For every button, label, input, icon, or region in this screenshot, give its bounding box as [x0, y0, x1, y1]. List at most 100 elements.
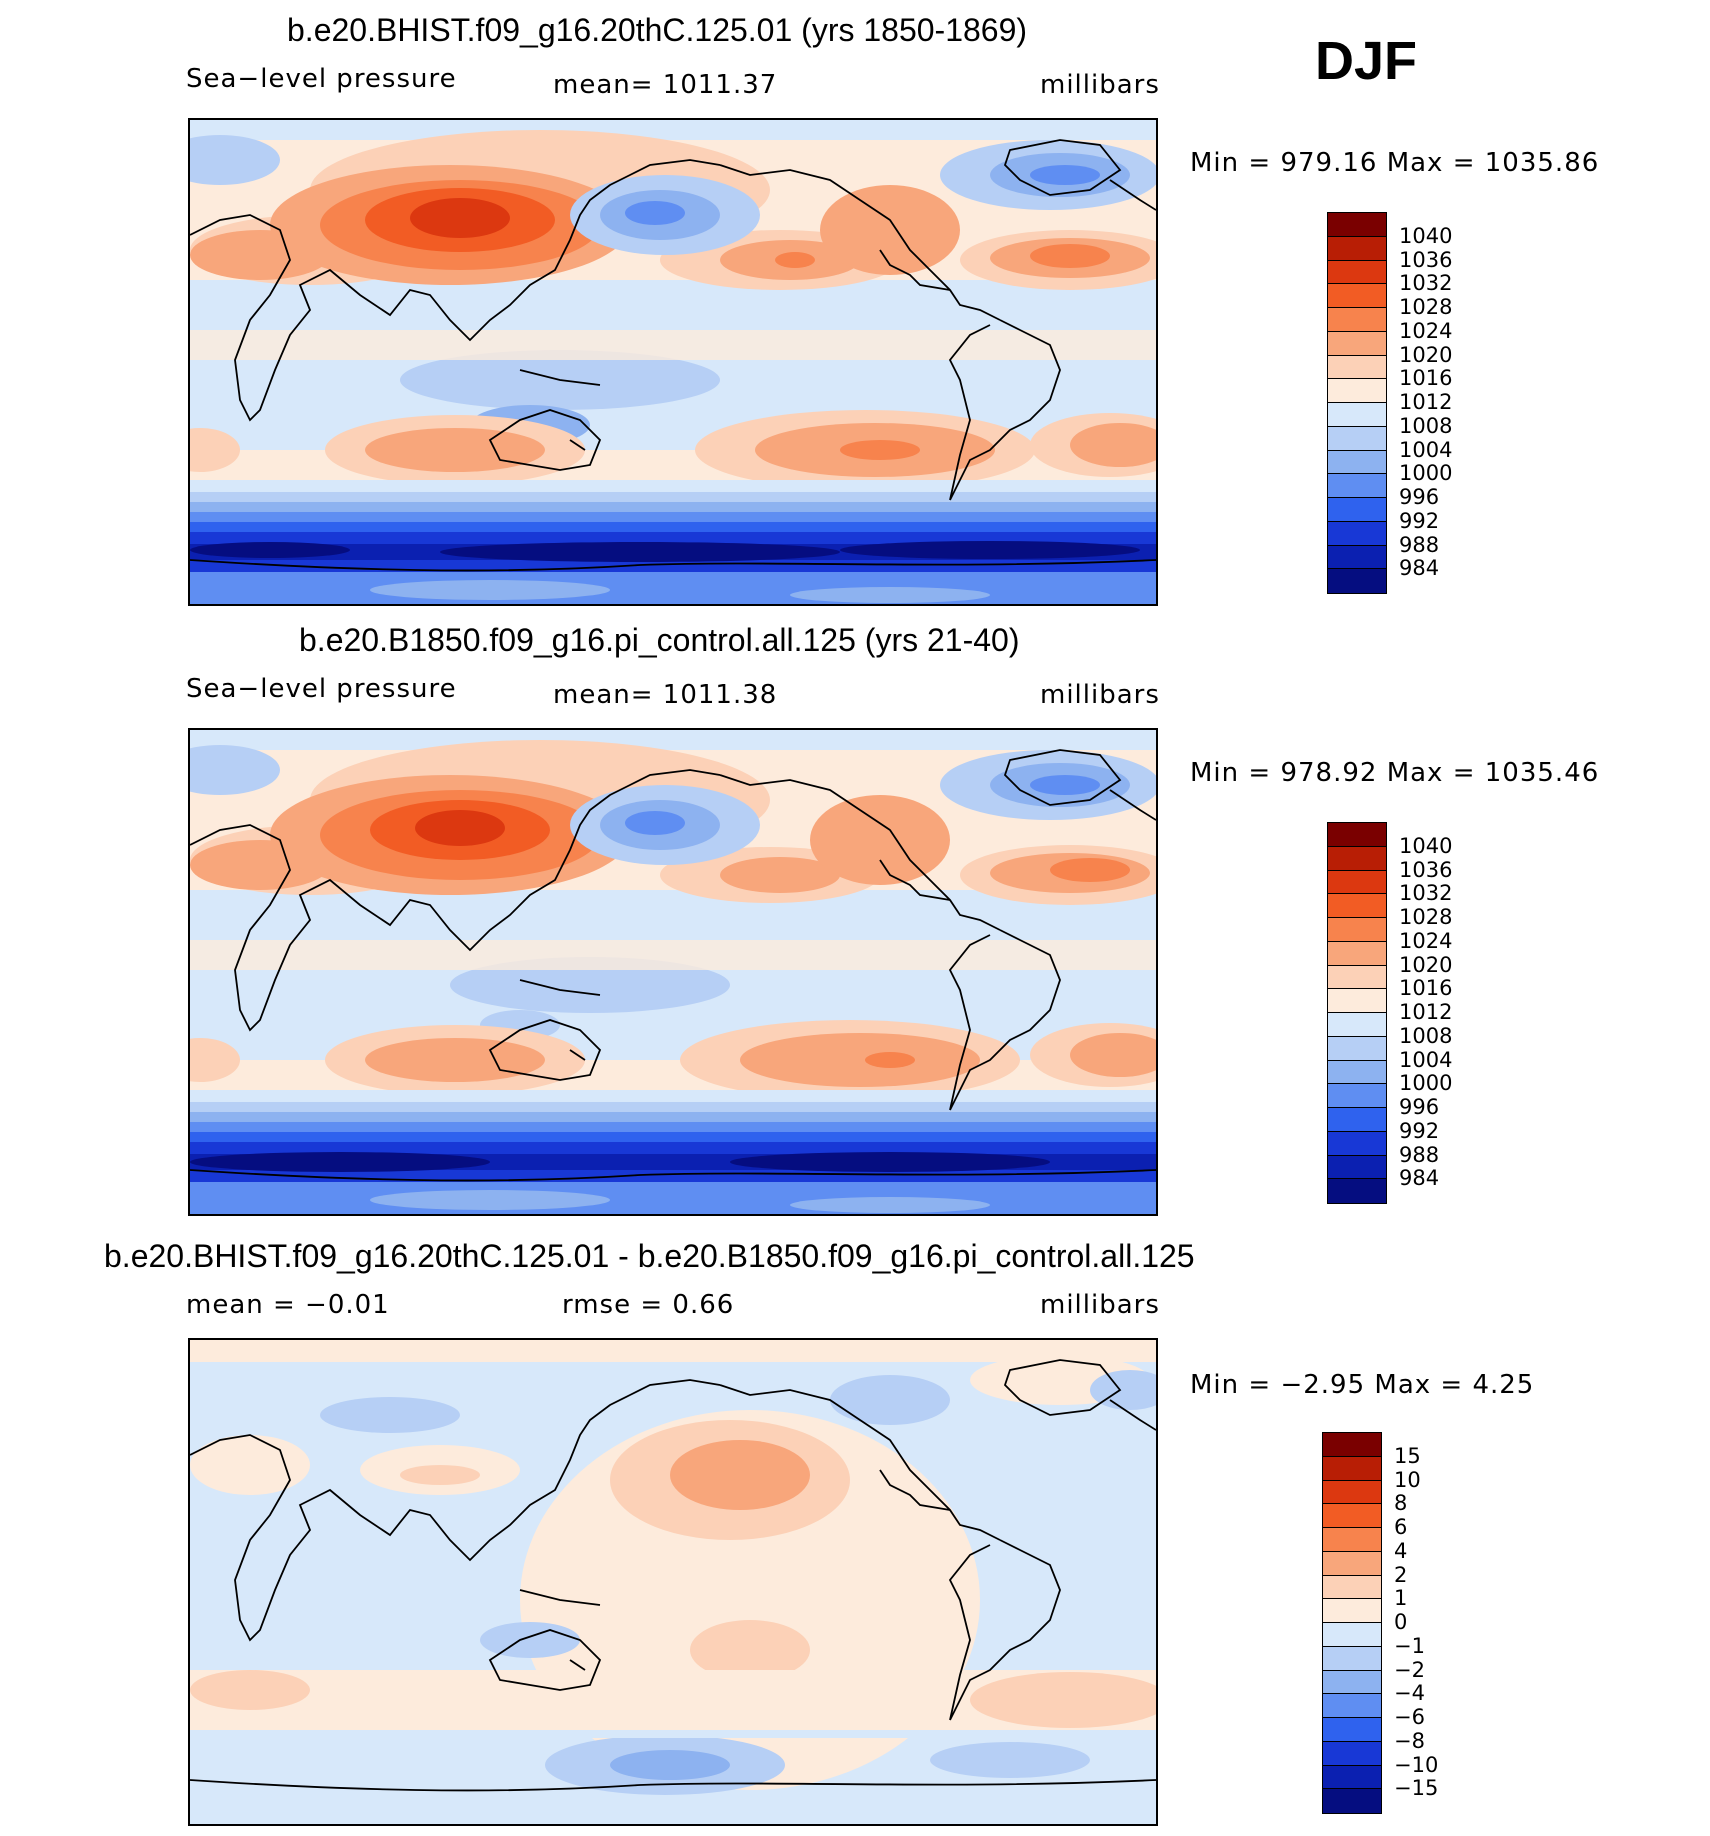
- colorbar-swatch: [1323, 1670, 1381, 1695]
- colorbar-swatch: [1328, 1131, 1386, 1156]
- min-max-label: Min = 978.92 Max = 1035.46: [1190, 758, 1600, 788]
- colorbar-swatch: [1328, 894, 1386, 918]
- colorbar-tick-label: 988: [1399, 532, 1440, 557]
- mean-label: mean = −0.01: [186, 1290, 390, 1320]
- colorbar-swatch: [1328, 308, 1386, 332]
- colorbar-tick-label: 1000: [1399, 461, 1453, 486]
- sea-level-pressure-map: [188, 118, 1158, 606]
- sea-level-pressure-map: [188, 728, 1158, 1216]
- colorbar-swatch: [1328, 941, 1386, 966]
- colorbar-tick-label: 1040: [1399, 833, 1453, 858]
- colorbar-tick-label: 8: [1394, 1491, 1408, 1516]
- colorbar-swatch: [1328, 846, 1386, 871]
- colorbar-swatch: [1328, 870, 1386, 895]
- colorbar-swatch: [1328, 1179, 1386, 1203]
- colorbar-tick-label: 1008: [1399, 1023, 1453, 1048]
- colorbar-tick-label: 992: [1399, 1118, 1440, 1143]
- colorbar-tick-label: −4: [1394, 1681, 1425, 1706]
- colorbar-swatch: [1328, 1084, 1386, 1108]
- colorbar-swatch: [1323, 1480, 1381, 1505]
- colorbar-tick-label: −8: [1394, 1728, 1425, 1753]
- colorbar-tick-label: 1020: [1399, 952, 1453, 977]
- colorbar-swatch: [1323, 1575, 1381, 1600]
- colorbar-tick-label: 10: [1394, 1467, 1421, 1492]
- colorbar-tick-label: 2: [1394, 1562, 1408, 1587]
- sea-level-pressure-difference-map: [188, 1338, 1158, 1826]
- colorbar-swatch: [1328, 379, 1386, 403]
- colorbar-tick-label: 0: [1394, 1610, 1408, 1634]
- colorbar-tick-label: 1016: [1399, 976, 1453, 1001]
- colorbar-tick-label: 1016: [1399, 366, 1453, 391]
- colorbar-swatch: [1323, 1646, 1381, 1671]
- colorbar-tick-label: −6: [1394, 1705, 1425, 1729]
- colorbar-swatch: [1328, 260, 1386, 285]
- colorbar-swatch: [1323, 1741, 1381, 1766]
- colorbar-tick-label: 1040: [1399, 223, 1453, 248]
- colorbar-tick-label: 988: [1399, 1142, 1440, 1167]
- colorbar-swatch: [1323, 1789, 1381, 1813]
- colorbar-tick-label: 1024: [1399, 318, 1453, 343]
- min-max-label: Min = −2.95 Max = 4.25: [1190, 1370, 1535, 1400]
- colorbar-swatch: [1328, 213, 1386, 237]
- colorbar-tick-label: 1036: [1399, 857, 1453, 882]
- variable-label: Sea−level pressure: [186, 64, 457, 94]
- colorbar-tick-label: 1032: [1399, 881, 1453, 906]
- colorbar-tick-label: 1008: [1399, 413, 1453, 438]
- colorbar-tick-label: 992: [1399, 508, 1440, 533]
- colorbar-tick-label: 6: [1394, 1515, 1408, 1539]
- colorbar-swatch: [1328, 521, 1386, 546]
- colorbar-tick-label: 1020: [1399, 342, 1453, 367]
- rmse-label: rmse = 0.66: [562, 1290, 735, 1320]
- colorbar-swatch: [1328, 474, 1386, 498]
- colorbar-swatch: [1328, 426, 1386, 451]
- colorbar-swatch: [1323, 1623, 1381, 1647]
- colorbar-swatch: [1328, 403, 1386, 427]
- units-label: millibars: [1040, 680, 1160, 710]
- colorbar-tick-label: 15: [1394, 1443, 1421, 1468]
- colorbar-tick-label: 1004: [1399, 1047, 1453, 1072]
- colorbar-swatch: [1328, 1108, 1386, 1132]
- colorbar: [1327, 212, 1387, 594]
- colorbar-swatch: [1328, 965, 1386, 990]
- colorbar-swatch: [1328, 1060, 1386, 1085]
- colorbar-swatch: [1323, 1433, 1381, 1457]
- panel-title: b.e20.B1850.f09_g16.pi_control.all.125 (…: [299, 622, 1020, 658]
- colorbar-tick-label: 4: [1394, 1538, 1408, 1563]
- mean-label: mean= 1011.38: [553, 680, 778, 710]
- colorbar-tick-label: −1: [1394, 1633, 1425, 1658]
- colorbar-swatch: [1328, 236, 1386, 261]
- colorbar-swatch: [1328, 1155, 1386, 1180]
- colorbar-swatch: [1328, 284, 1386, 308]
- colorbar-tick-label: 1032: [1399, 271, 1453, 296]
- colorbar-tick-label: −10: [1394, 1752, 1439, 1777]
- colorbar-tick-label: 984: [1399, 556, 1440, 581]
- colorbar-tick-label: 1012: [1399, 1000, 1453, 1024]
- panel-title: b.e20.BHIST.f09_g16.20thC.125.01 - b.e20…: [104, 1238, 1195, 1274]
- colorbar-swatch: [1323, 1504, 1381, 1528]
- colorbar-swatch: [1323, 1765, 1381, 1790]
- colorbar-tick-label: 1028: [1399, 905, 1453, 929]
- colorbar-swatch: [1328, 331, 1386, 356]
- panel-title: b.e20.BHIST.f09_g16.20thC.125.01 (yrs 18…: [287, 12, 1028, 48]
- colorbar-tick-label: 1028: [1399, 295, 1453, 319]
- colorbar-swatch: [1323, 1718, 1381, 1742]
- colorbar-swatch: [1328, 823, 1386, 847]
- colorbar-tick-label: 1024: [1399, 928, 1453, 953]
- colorbar: [1322, 1432, 1382, 1814]
- colorbar-tick-label: 1004: [1399, 437, 1453, 462]
- colorbar-swatch: [1328, 355, 1386, 380]
- min-max-label: Min = 979.16 Max = 1035.86: [1190, 148, 1600, 178]
- season-label: DJF: [1315, 31, 1418, 91]
- colorbar-tick-label: 996: [1399, 485, 1440, 509]
- colorbar-tick-label: 1: [1394, 1586, 1408, 1611]
- colorbar-swatch: [1328, 569, 1386, 593]
- colorbar-tick-label: −2: [1394, 1657, 1425, 1682]
- variable-label: Sea−level pressure: [186, 674, 457, 704]
- colorbar-swatch: [1328, 1036, 1386, 1061]
- colorbar-tick-label: 1000: [1399, 1071, 1453, 1096]
- colorbar-tick-label: 996: [1399, 1095, 1440, 1119]
- colorbar-swatch: [1328, 450, 1386, 475]
- colorbar-tick-label: 1012: [1399, 390, 1453, 414]
- colorbar-swatch: [1328, 498, 1386, 522]
- colorbar-tick-label: 984: [1399, 1166, 1440, 1191]
